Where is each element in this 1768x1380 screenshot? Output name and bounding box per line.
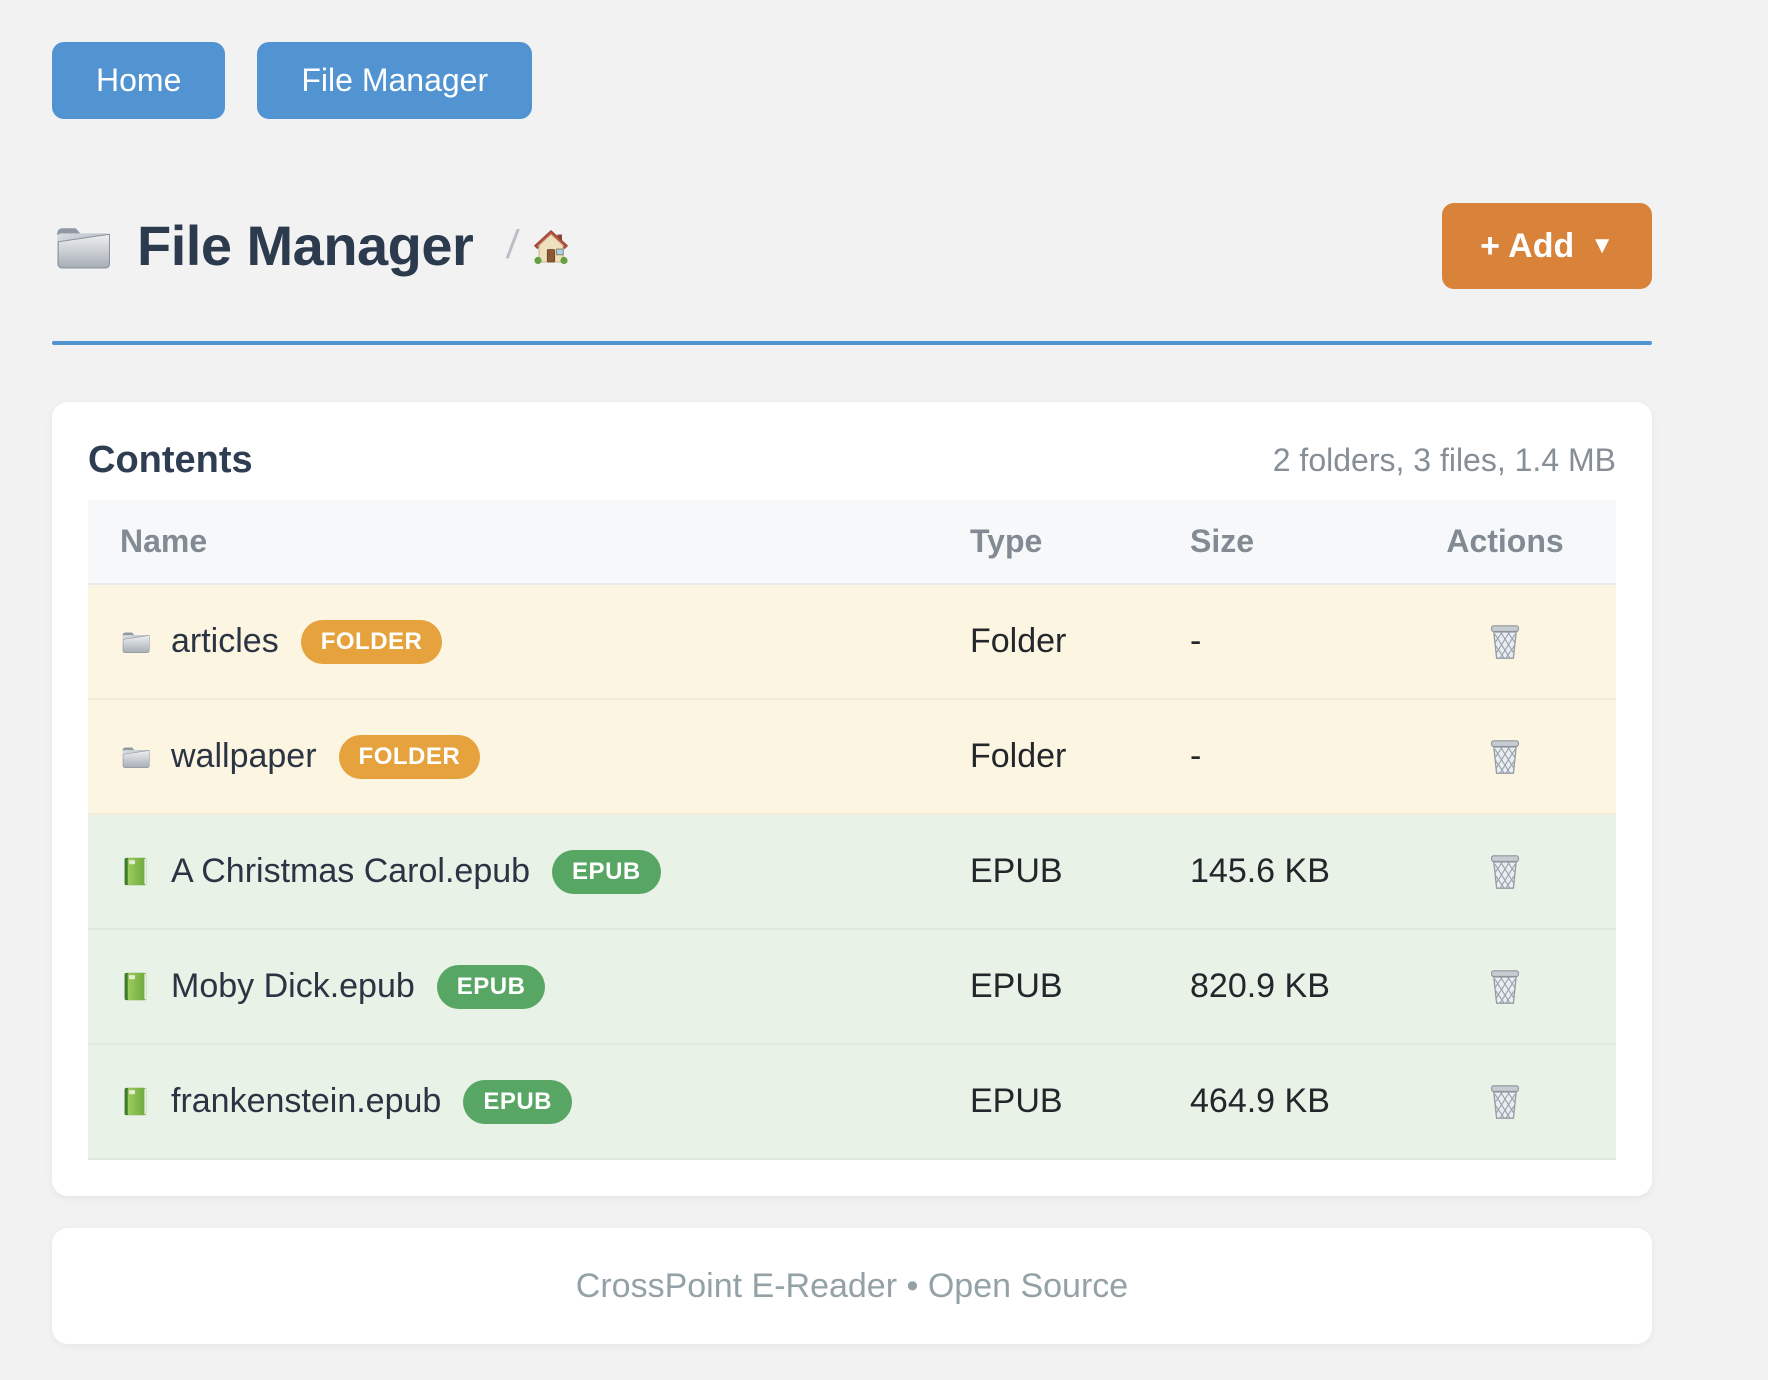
actions-cell (1394, 1083, 1616, 1121)
item-name[interactable]: wallpaper (171, 737, 317, 776)
trash-icon (1488, 1083, 1522, 1121)
actions-cell (1394, 853, 1616, 891)
name-cell: wallpaper FOLDER (88, 735, 954, 779)
column-header-name: Name (88, 523, 954, 560)
type-cell: EPUB (954, 1082, 1174, 1121)
column-header-size: Size (1174, 523, 1394, 560)
type-badge: EPUB (437, 965, 546, 1009)
footer-card: CrossPoint E-Reader • Open Source (52, 1228, 1652, 1344)
table-row: wallpaper FOLDER Folder - (88, 700, 1616, 815)
title-divider (52, 341, 1652, 345)
size-cell: - (1174, 737, 1394, 776)
type-badge: FOLDER (301, 620, 443, 664)
contents-card-header: Contents 2 folders, 3 files, 1.4 MB (88, 438, 1616, 482)
delete-button[interactable] (1488, 623, 1522, 661)
item-name[interactable]: A Christmas Carol.epub (171, 852, 530, 891)
delete-button[interactable] (1488, 738, 1522, 776)
type-badge: FOLDER (339, 735, 481, 779)
top-nav: Home File Manager (52, 0, 1652, 119)
name-cell: frankenstein.epub EPUB (88, 1080, 954, 1124)
trash-icon (1488, 738, 1522, 776)
file-manager-button[interactable]: File Manager (257, 42, 532, 119)
delete-button[interactable] (1488, 1083, 1522, 1121)
page-container: Home File Manager File Manager / (52, 0, 1652, 1344)
page-title: File Manager (137, 213, 473, 279)
home-button[interactable]: Home (52, 42, 225, 119)
title-group: File Manager / (52, 213, 570, 279)
table-row: A Christmas Carol.epub EPUB EPUB 145.6 K… (88, 815, 1616, 930)
table-header-row: Name Type Size Actions (88, 500, 1616, 585)
type-cell: Folder (954, 737, 1174, 776)
contents-summary: 2 folders, 3 files, 1.4 MB (1273, 442, 1616, 479)
table-row: articles FOLDER Folder - (88, 585, 1616, 700)
type-cell: EPUB (954, 967, 1174, 1006)
type-cell: Folder (954, 622, 1174, 661)
house-icon[interactable] (532, 228, 570, 266)
file-table: Name Type Size Actions articles FOLDER F… (88, 500, 1616, 1160)
type-badge: EPUB (552, 850, 661, 894)
name-cell: articles FOLDER (88, 620, 954, 664)
size-cell: 820.9 KB (1174, 967, 1394, 1006)
column-header-type: Type (954, 523, 1174, 560)
folder-icon (120, 741, 151, 772)
delete-button[interactable] (1488, 853, 1522, 891)
contents-heading: Contents (88, 439, 253, 482)
item-name[interactable]: articles (171, 622, 279, 661)
add-button[interactable]: + Add ▼ (1442, 203, 1652, 289)
type-cell: EPUB (954, 852, 1174, 891)
trash-icon (1488, 968, 1522, 1006)
table-row: frankenstein.epub EPUB EPUB 464.9 KB (88, 1045, 1616, 1160)
title-row: File Manager / + Add ▼ (52, 203, 1652, 289)
breadcrumb: / (507, 223, 570, 270)
table-row: Moby Dick.epub EPUB EPUB 820.9 KB (88, 930, 1616, 1045)
trash-icon (1488, 853, 1522, 891)
name-cell: Moby Dick.epub EPUB (88, 965, 954, 1009)
item-name[interactable]: Moby Dick.epub (171, 967, 415, 1006)
file-table-body: articles FOLDER Folder - (88, 585, 1616, 1160)
type-badge: EPUB (463, 1080, 572, 1124)
folder-icon (120, 626, 151, 657)
green-book-icon (120, 1086, 151, 1117)
add-button-label: + Add (1480, 227, 1574, 266)
actions-cell (1394, 968, 1616, 1006)
actions-cell (1394, 623, 1616, 661)
contents-card: Contents 2 folders, 3 files, 1.4 MB Name… (52, 402, 1652, 1196)
footer-text: CrossPoint E-Reader • Open Source (576, 1267, 1128, 1306)
trash-icon (1488, 623, 1522, 661)
caret-down-icon: ▼ (1590, 232, 1614, 260)
size-cell: - (1174, 622, 1394, 661)
size-cell: 145.6 KB (1174, 852, 1394, 891)
name-cell: A Christmas Carol.epub EPUB (88, 850, 954, 894)
item-name[interactable]: frankenstein.epub (171, 1082, 441, 1121)
actions-cell (1394, 738, 1616, 776)
delete-button[interactable] (1488, 968, 1522, 1006)
breadcrumb-separator: / (505, 223, 521, 268)
column-header-actions: Actions (1394, 523, 1616, 560)
size-cell: 464.9 KB (1174, 1082, 1394, 1121)
green-book-icon (120, 856, 151, 887)
folder-icon (52, 219, 113, 273)
green-book-icon (120, 971, 151, 1002)
